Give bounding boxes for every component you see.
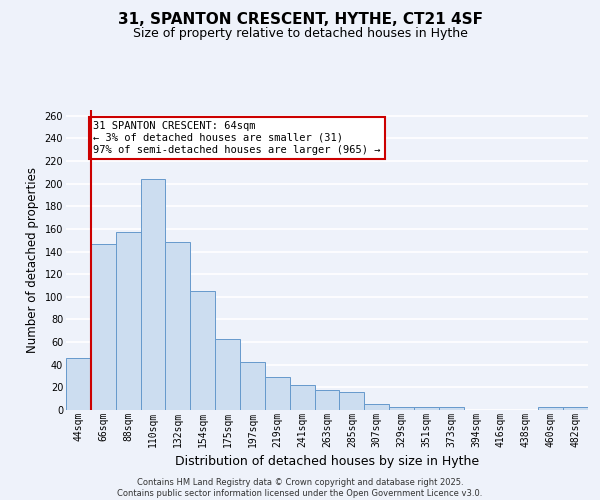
Bar bbox=[314, 390, 340, 410]
Bar bbox=[240, 362, 265, 410]
Bar bbox=[140, 179, 166, 410]
Text: Size of property relative to detached houses in Hythe: Size of property relative to detached ho… bbox=[133, 28, 467, 40]
Bar bbox=[66, 358, 91, 410]
Text: Contains HM Land Registry data © Crown copyright and database right 2025.
Contai: Contains HM Land Registry data © Crown c… bbox=[118, 478, 482, 498]
Bar bbox=[116, 232, 140, 410]
Bar bbox=[265, 377, 290, 410]
Bar bbox=[91, 244, 116, 410]
Text: 31 SPANTON CRESCENT: 64sqm
← 3% of detached houses are smaller (31)
97% of semi-: 31 SPANTON CRESCENT: 64sqm ← 3% of detac… bbox=[94, 122, 381, 154]
Bar bbox=[364, 404, 389, 410]
Bar bbox=[340, 392, 364, 410]
Bar bbox=[215, 338, 240, 410]
Y-axis label: Number of detached properties: Number of detached properties bbox=[26, 167, 39, 353]
Bar bbox=[290, 385, 314, 410]
Text: 31, SPANTON CRESCENT, HYTHE, CT21 4SF: 31, SPANTON CRESCENT, HYTHE, CT21 4SF bbox=[118, 12, 482, 28]
Bar bbox=[414, 406, 439, 410]
X-axis label: Distribution of detached houses by size in Hythe: Distribution of detached houses by size … bbox=[175, 455, 479, 468]
Bar bbox=[389, 406, 414, 410]
Bar bbox=[166, 242, 190, 410]
Bar bbox=[190, 291, 215, 410]
Bar bbox=[538, 406, 563, 410]
Bar bbox=[563, 406, 588, 410]
Bar bbox=[439, 406, 464, 410]
